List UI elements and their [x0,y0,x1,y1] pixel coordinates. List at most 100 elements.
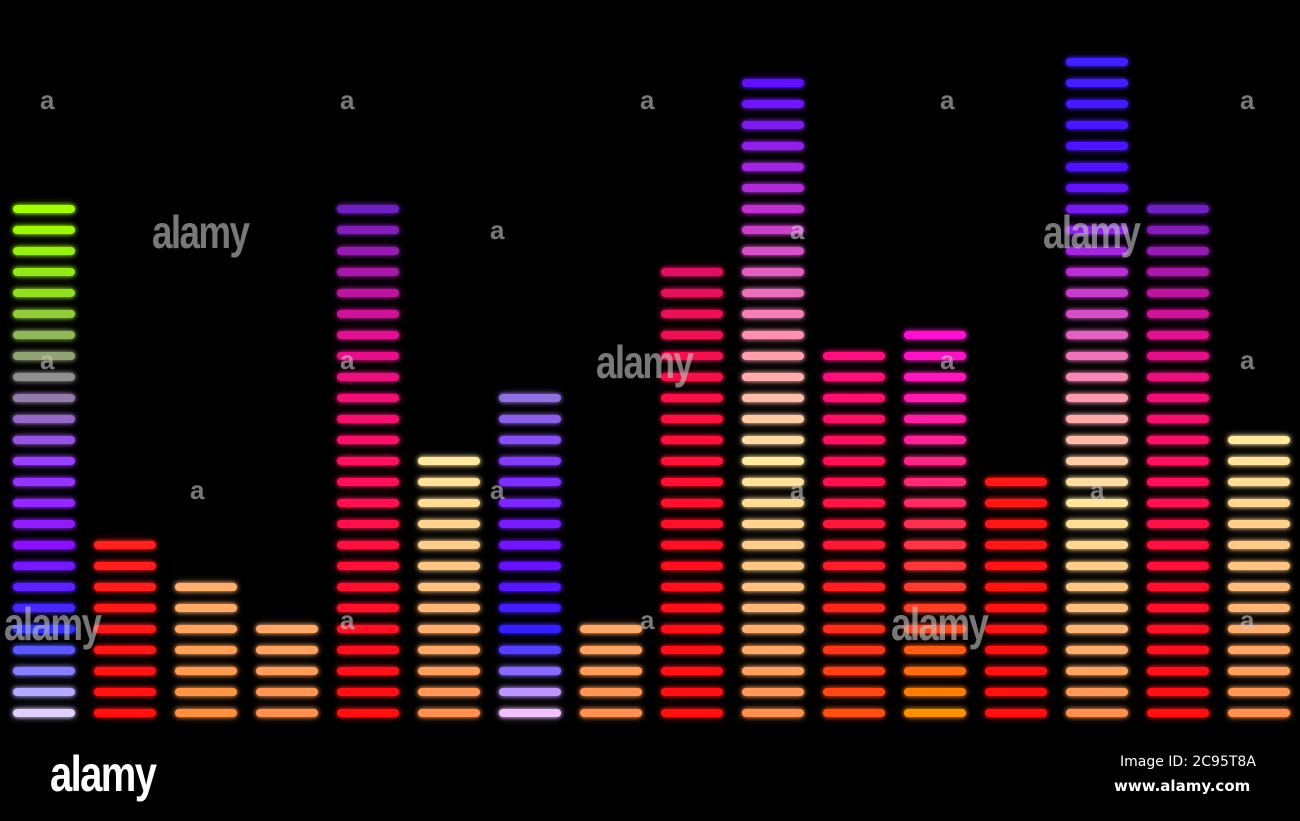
equalizer-segment [904,373,966,381]
equalizer-segment [499,520,561,528]
equalizer-segment [13,520,75,528]
watermark-letter: a [190,475,205,505]
equalizer-segment [418,457,480,465]
equalizer-segment [1228,667,1290,675]
equalizer-segment [337,646,399,654]
equalizer-segment [94,541,156,549]
equalizer-segment [418,562,480,570]
equalizer-segment [904,646,966,654]
equalizer-segment [499,625,561,633]
equalizer-segment [1066,499,1128,507]
equalizer-segment [985,541,1047,549]
equalizer-segment [94,625,156,633]
equalizer-segment [337,352,399,360]
equalizer-segment [823,373,885,381]
equalizer-segment [499,709,561,717]
equalizer-segment [1147,688,1209,696]
watermark-text: alamy [596,336,694,388]
equalizer-segment [499,604,561,612]
equalizer-segment [337,268,399,276]
equalizer-segment [742,520,804,528]
equalizer-segment [1066,604,1128,612]
equalizer-segment [499,646,561,654]
equalizer-segment [742,205,804,213]
equalizer-segment [580,646,642,654]
equalizer-segment [499,436,561,444]
equalizer-segment [661,625,723,633]
equalizer-segment [661,268,723,276]
equalizer-segment [418,646,480,654]
equalizer-segment [661,436,723,444]
equalizer-segment [499,667,561,675]
equalizer-segment [13,394,75,402]
equalizer-segment [661,331,723,339]
equalizer-segment [904,478,966,486]
equalizer-segment [337,478,399,486]
equalizer-segment [418,499,480,507]
equalizer-segment [742,688,804,696]
equalizer-segment [661,310,723,318]
equalizer-segment [742,310,804,318]
equalizer-segment [1066,142,1128,150]
equalizer-segment [13,268,75,276]
equalizer-segment [337,289,399,297]
equalizer-segment [1228,457,1290,465]
equalizer-segment [13,541,75,549]
equalizer-segment [175,646,237,654]
watermark-text: alamy [152,206,250,258]
equalizer-segment [1066,541,1128,549]
equalizer-segment [1228,499,1290,507]
image-id: Image ID: 2C95T8A [1120,754,1256,770]
equalizer-segment [1147,646,1209,654]
equalizer-segment [13,205,75,213]
equalizer-segment [904,583,966,591]
equalizer-segment [742,646,804,654]
equalizer-segment [661,583,723,591]
equalizer-segment [499,415,561,423]
equalizer-segment [742,436,804,444]
equalizer-segment [904,562,966,570]
equalizer-segment [13,562,75,570]
equalizer-segment [985,562,1047,570]
equalizer-segment [337,667,399,675]
equalizer-segment [823,478,885,486]
equalizer-segment [742,247,804,255]
equalizer-segment [1147,310,1209,318]
equalizer-segment [823,625,885,633]
equalizer-segment [1228,646,1290,654]
equalizer-segment [1066,688,1128,696]
equalizer-segment [1066,415,1128,423]
equalizer-segment [13,289,75,297]
equalizer-segment [13,667,75,675]
equalizer-segment [1147,562,1209,570]
equalizer-segment [823,520,885,528]
equalizer-segment [13,604,75,612]
equalizer-segment [742,394,804,402]
equalizer-segment [175,688,237,696]
equalizer-segment [94,583,156,591]
equalizer-segment [823,352,885,360]
equalizer-segment [661,373,723,381]
equalizer-segment [1147,478,1209,486]
equalizer-segment [1147,499,1209,507]
equalizer-segment [418,688,480,696]
equalizer-segment [661,352,723,360]
equalizer-segment [985,646,1047,654]
equalizer-segment [742,709,804,717]
equalizer-segment [742,142,804,150]
equalizer-segment [418,604,480,612]
equalizer-segment [985,499,1047,507]
equalizer-segment [94,646,156,654]
equalizer-segment [904,457,966,465]
equalizer-segment [337,457,399,465]
equalizer-segment [823,583,885,591]
watermark-letter: a [790,475,805,505]
equalizer-segment [985,625,1047,633]
equalizer-segment [1228,478,1290,486]
equalizer-segment [13,436,75,444]
equalizer-segment [1147,415,1209,423]
equalizer-segment [823,499,885,507]
equalizer-segment [904,625,966,633]
equalizer-segment [1066,289,1128,297]
watermark-letter: a [340,605,355,635]
